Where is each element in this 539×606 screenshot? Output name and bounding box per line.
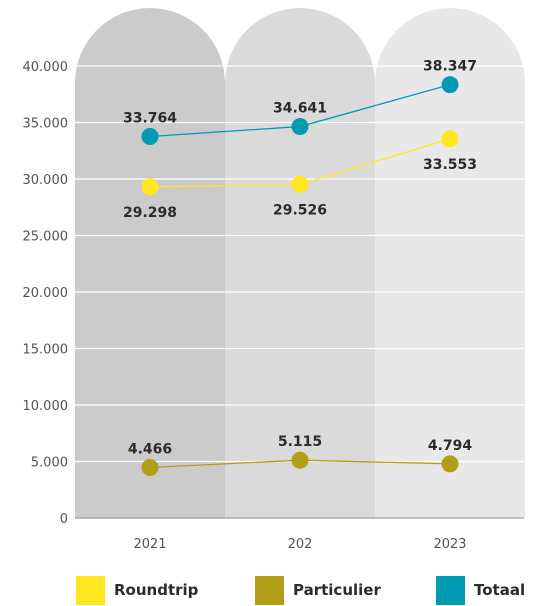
legend-item-particulier: Particulier (255, 574, 381, 606)
y-tick-label: 0 (60, 512, 68, 527)
series-roundtrip: 29.298 29.526 33.553 (123, 130, 477, 221)
data-label-roundtrip: 29.298 (123, 205, 177, 221)
data-label-roundtrip: 29.526 (273, 202, 327, 218)
data-label-totaal: 34.641 (273, 101, 327, 117)
data-label-particulier: 4.466 (128, 442, 172, 458)
legend-swatch-roundtrip (76, 575, 105, 605)
x-axis-ticks: 2021 202 2023 (133, 537, 466, 552)
data-point-roundtrip (291, 175, 309, 193)
legend-item-roundtrip: Roundtrip (76, 574, 198, 606)
data-point-totaal (291, 118, 309, 136)
series-group: 33.764 34.641 38.347 29.298 29.526 33.553 4.46… (123, 59, 477, 477)
y-tick-label: 20.000 (23, 286, 69, 301)
line-chart: 0 5.000 10.000 15.000 20.000 25.000 30.000 35.0… (23, 8, 525, 552)
y-tick-label: 15.000 (23, 343, 69, 358)
data-point-particulier (291, 451, 309, 469)
year-column-2021 (75, 8, 225, 518)
legend-label-particulier: Particulier (293, 581, 381, 599)
data-point-particulier (141, 459, 159, 477)
series-particulier: 4.466 5.115 4.794 (128, 434, 473, 477)
series-totaal: 33.764 34.641 38.347 (123, 59, 477, 145)
data-point-totaal (441, 76, 459, 94)
y-tick-label: 5.000 (31, 456, 68, 471)
legend-label-totaal: Totaal (474, 581, 526, 599)
data-label-particulier: 5.115 (278, 434, 322, 450)
legend-swatch-particulier (255, 575, 284, 605)
x-tick-label: 2021 (133, 537, 166, 552)
legend-label-roundtrip: Roundtrip (114, 581, 199, 599)
year-column-202 (225, 8, 375, 518)
y-tick-label: 30.000 (23, 173, 69, 188)
y-tick-label: 40.000 (23, 60, 69, 75)
y-tick-label: 35.000 (23, 117, 69, 132)
y-tick-label: 10.000 (23, 399, 69, 414)
legend-item-totaal: Totaal (436, 574, 525, 606)
data-label-roundtrip: 33.553 (423, 157, 477, 173)
year-column-2023 (375, 8, 525, 518)
data-point-roundtrip (141, 178, 159, 196)
year-columns (75, 8, 525, 518)
y-axis-ticks: 0 5.000 10.000 15.000 20.000 25.000 30.000 35.0… (23, 60, 69, 527)
data-label-totaal: 38.347 (423, 59, 477, 75)
data-point-totaal (141, 127, 159, 145)
data-label-totaal: 33.764 (123, 110, 177, 126)
y-tick-label: 25.000 (23, 230, 69, 245)
x-tick-label: 202 (288, 537, 313, 552)
legend: Roundtrip Particulier Totaal (0, 574, 539, 606)
data-label-particulier: 4.794 (428, 438, 473, 454)
data-point-particulier (441, 455, 459, 473)
legend-swatch-totaal (436, 575, 465, 605)
data-point-roundtrip (441, 130, 459, 148)
x-tick-label: 2023 (433, 537, 466, 552)
